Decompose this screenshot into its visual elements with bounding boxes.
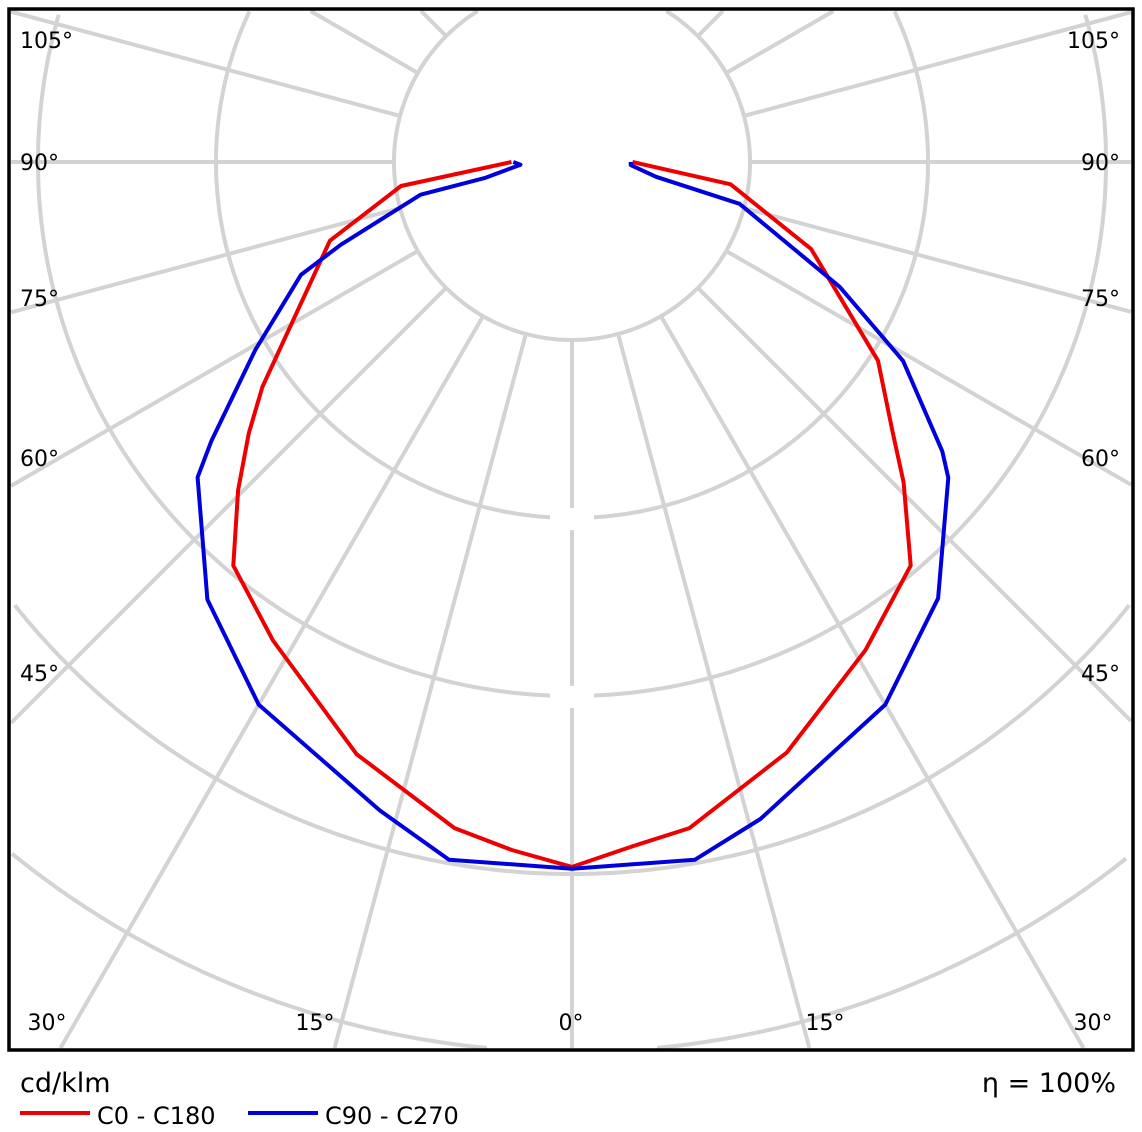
grid-spoke — [743, 206, 1132, 314]
angle-label-left-60: 60° — [20, 447, 59, 472]
grid-ring — [10, 852, 487, 1050]
angle-label-bottom-30-right: 30° — [1074, 1011, 1113, 1036]
angle-label-bottom-30-left: 30° — [28, 1011, 67, 1036]
angle-labels: 105° 90° 75° 60° 45° 105° 90° 75° 60° 45… — [20, 29, 1120, 1036]
grid-spoke — [9, 286, 448, 725]
grid-ring — [657, 856, 1128, 1050]
grid-spoke — [58, 315, 485, 1049]
grid-spoke — [696, 9, 725, 38]
series-curve-c90-c270 — [195, 160, 951, 871]
plot-frame — [7, 7, 1135, 1052]
efficiency-label: η = 100% — [982, 1068, 1116, 1099]
grid-spoke — [725, 9, 835, 75]
grid-ring — [13, 603, 572, 876]
polar-grid — [9, 9, 1133, 1050]
unit-label: cd/klm — [20, 1068, 111, 1099]
grid-ring — [36, 14, 572, 698]
angle-label-right-45: 45° — [1081, 662, 1120, 687]
grid-spoke — [659, 315, 1086, 1049]
grid-spoke — [309, 9, 419, 75]
grid-ring — [572, 9, 752, 342]
angle-label-bottom-15-left: 15° — [296, 1011, 335, 1036]
grid-spoke — [419, 9, 448, 38]
axis-label-gap — [550, 508, 594, 530]
angle-label-left-45: 45° — [20, 662, 59, 687]
grid-ring — [392, 9, 572, 342]
grid-ring — [572, 603, 1131, 876]
angle-label-bottom-0: 0° — [559, 1011, 584, 1036]
legend-label-c0-c180: C0 - C180 — [97, 1102, 216, 1130]
grid-spoke — [9, 249, 419, 488]
angle-label-left-75: 75° — [20, 287, 59, 312]
grid-spoke — [10, 206, 401, 315]
grid-spoke — [725, 249, 1132, 487]
grid-spoke — [10, 9, 401, 118]
grid-ring — [572, 14, 1108, 698]
angle-label-bottom-15-right: 15° — [806, 1011, 845, 1036]
legend-label-c90-c270: C90 - C270 — [325, 1102, 459, 1130]
curves — [195, 160, 951, 871]
angle-label-left-90: 90° — [20, 151, 59, 176]
axis-label-gap — [550, 686, 594, 708]
grid-ring — [214, 10, 572, 520]
grid-spoke — [616, 333, 812, 1049]
angle-label-right-90: 90° — [1081, 151, 1120, 176]
angle-label-right-105: 105° — [1067, 29, 1120, 54]
angle-label-right-75: 75° — [1081, 287, 1120, 312]
grid-spoke — [696, 286, 1133, 723]
grid-spoke — [743, 10, 1132, 118]
angle-label-left-105: 105° — [20, 29, 73, 54]
angle-label-right-60: 60° — [1081, 447, 1120, 472]
grid-spoke — [332, 333, 528, 1049]
